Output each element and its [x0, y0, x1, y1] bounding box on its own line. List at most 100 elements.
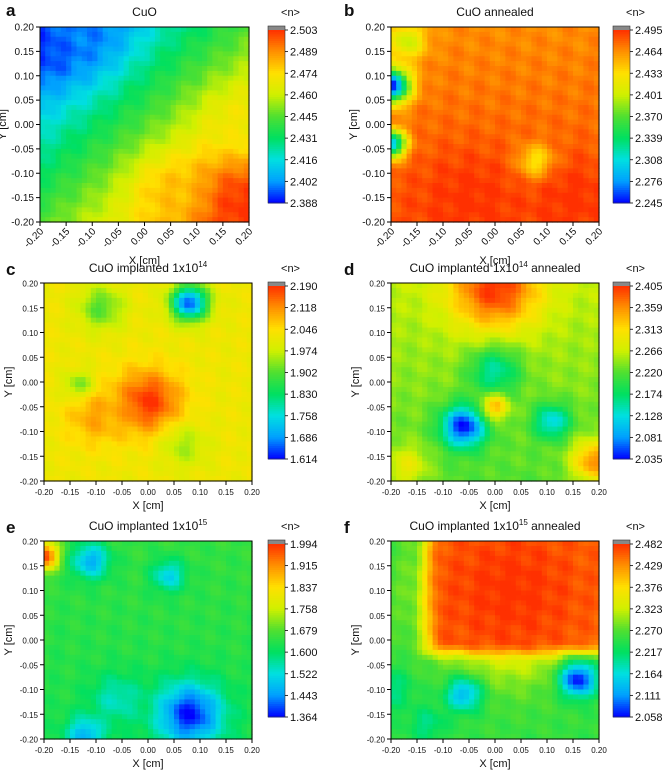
heatmap-cell	[174, 431, 180, 438]
heatmap-cell	[175, 192, 182, 199]
heatmap-cell	[81, 207, 88, 213]
heatmap-cell	[40, 31, 46, 38]
heatmap-cell	[59, 292, 66, 299]
colorbar-tick-label: 2.433	[635, 68, 663, 80]
x-tick-label: -0.10	[74, 226, 98, 250]
colorbar	[613, 30, 630, 204]
heatmap-cell	[71, 202, 78, 208]
heatmap-cell	[406, 207, 413, 213]
heatmap-cell	[116, 456, 123, 462]
heatmap-cell	[521, 173, 527, 179]
heatmap-cell	[463, 129, 470, 135]
heatmap-cell	[391, 173, 397, 179]
heatmap-cell	[70, 391, 76, 398]
heatmap-cell	[417, 212, 423, 218]
heatmap-cell	[168, 416, 175, 423]
heatmap-cell	[149, 153, 156, 160]
heatmap-cell	[495, 163, 501, 169]
colorbar-segment	[268, 135, 285, 139]
heatmap-cell	[573, 217, 579, 223]
heatmap-cell	[505, 192, 512, 199]
heatmap-cell	[557, 70, 564, 77]
heatmap-cell	[236, 317, 243, 324]
heatmap-cell	[201, 207, 208, 213]
heatmap-cell	[153, 431, 159, 438]
heatmap-cell	[90, 451, 97, 457]
heatmap-cell	[127, 347, 133, 353]
heatmap-cell	[536, 119, 543, 126]
heatmap-cell	[432, 66, 439, 72]
heatmap-cell	[201, 134, 208, 140]
heatmap-cell	[417, 183, 423, 189]
heatmap-cell	[139, 75, 146, 82]
heatmap-cell	[547, 148, 553, 155]
heatmap-cell	[453, 109, 460, 116]
heatmap-cell	[137, 372, 144, 378]
heatmap-cell	[85, 466, 92, 472]
heatmap-cell	[406, 70, 413, 77]
heatmap-cell	[59, 317, 66, 324]
heatmap-cell	[406, 163, 413, 169]
heatmap-cell	[59, 332, 66, 339]
heatmap-cell	[531, 46, 538, 52]
heatmap-cell	[411, 27, 418, 33]
heatmap-cell	[396, 105, 402, 111]
heatmap-cell	[80, 406, 87, 413]
heatmap-cell	[210, 287, 217, 294]
heatmap-cell	[45, 75, 52, 82]
heatmap-cell	[165, 119, 172, 126]
heatmap-cell	[123, 197, 130, 204]
heatmap-cell	[102, 202, 109, 208]
heatmap-cell	[212, 192, 219, 199]
heatmap-cell	[153, 461, 159, 467]
heatmap-cell	[137, 416, 144, 423]
heatmap-cell	[406, 80, 413, 87]
heatmap-cell	[215, 327, 222, 334]
y-tick-label: 0.00	[15, 120, 35, 131]
heatmap-cell	[122, 372, 128, 378]
heatmap-cell	[191, 90, 198, 96]
heatmap-cell	[144, 134, 151, 140]
heatmap-cell	[149, 192, 156, 199]
heatmap-cell	[547, 56, 553, 62]
heatmap-cell	[170, 75, 177, 82]
heatmap-cell	[401, 41, 408, 48]
heatmap-cell	[184, 421, 191, 428]
heatmap-cell	[583, 66, 590, 72]
heatmap-cell	[50, 66, 57, 72]
heatmap-cell	[495, 61, 501, 67]
heatmap-cell	[118, 183, 125, 189]
heatmap-cell	[201, 119, 208, 126]
heatmap-cell	[127, 367, 133, 373]
heatmap-cell	[194, 337, 201, 343]
heatmap-cell	[201, 158, 208, 165]
heatmap-cell	[484, 183, 491, 189]
heatmap-cell	[448, 46, 454, 52]
heatmap-cell	[174, 471, 180, 477]
heatmap-cell	[536, 212, 543, 218]
heatmap-cell	[106, 337, 113, 343]
heatmap-cell	[588, 75, 595, 82]
heatmap-cell	[536, 51, 543, 57]
heatmap-cell	[137, 471, 144, 477]
heatmap-cell	[107, 27, 114, 33]
heatmap-cell	[168, 431, 175, 438]
heatmap-cell	[406, 119, 413, 126]
heatmap-cell	[70, 471, 76, 477]
heatmap-cell	[489, 31, 496, 38]
heatmap-cell	[165, 187, 172, 194]
heatmap-cell	[557, 168, 564, 174]
heatmap-cell	[567, 139, 574, 145]
heatmap-cell	[60, 66, 67, 72]
heatmap-cell	[181, 129, 187, 135]
heatmap-cell	[593, 183, 600, 189]
heatmap-cell	[186, 66, 193, 72]
heatmap-cell	[207, 75, 214, 82]
heatmap-cell	[226, 287, 232, 294]
heatmap-cell	[196, 41, 203, 48]
heatmap-cell	[443, 158, 449, 165]
heatmap-cell	[479, 202, 486, 208]
heatmap-cell	[401, 61, 408, 67]
heatmap-cell	[132, 347, 139, 353]
heatmap-cell	[55, 163, 62, 169]
